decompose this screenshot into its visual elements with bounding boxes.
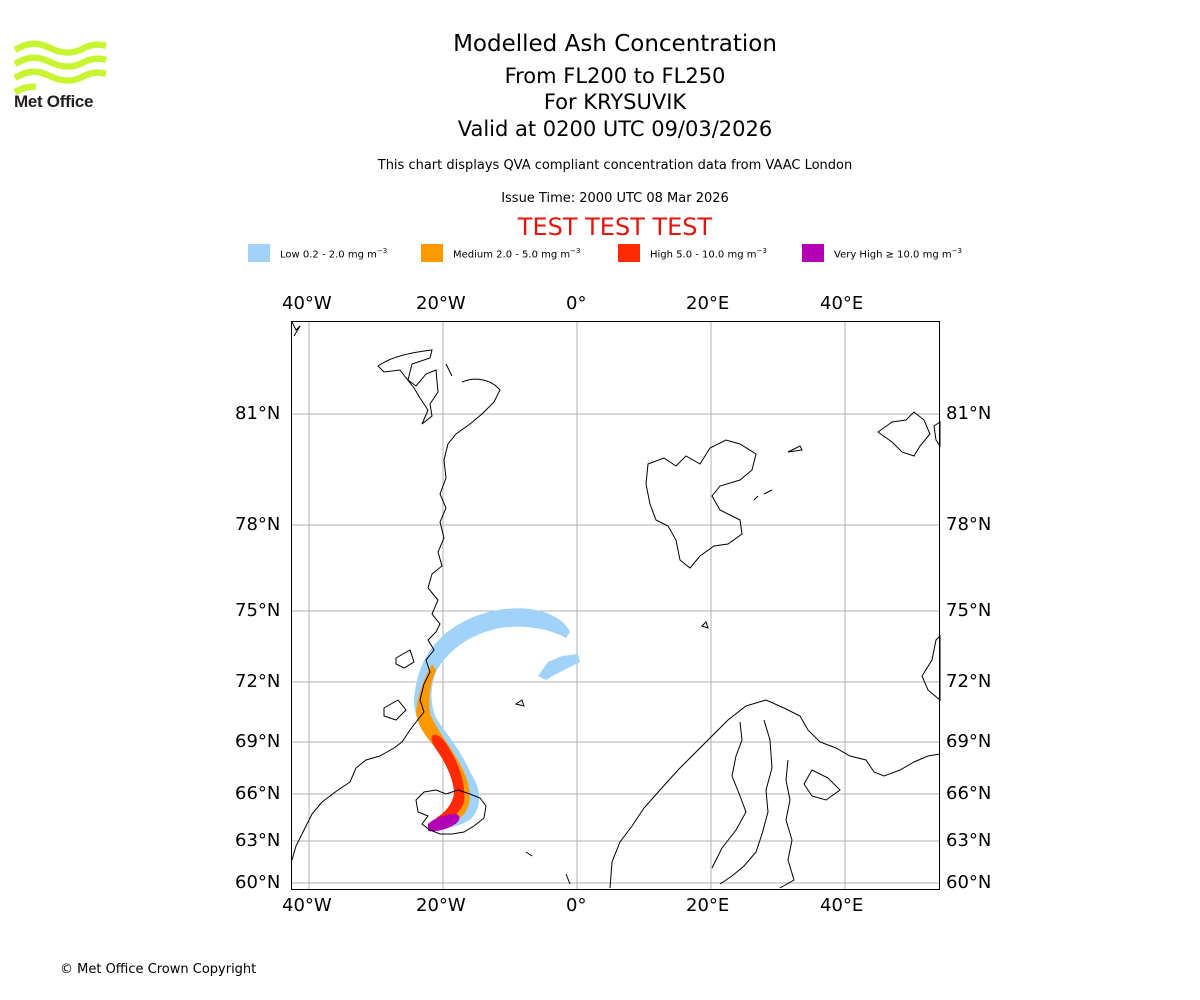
legend-swatch-low <box>248 244 270 262</box>
lat-tick-right: 60°N <box>946 872 992 893</box>
lat-tick-right: 81°N <box>946 403 992 424</box>
lon-tick-top: 40°W <box>282 293 332 314</box>
brand-name: Met Office <box>14 92 94 111</box>
legend-label-medium: Medium 2.0 - 5.0 mg m−3 <box>453 247 581 261</box>
coast-islands <box>445 363 803 885</box>
lat-tick-left: 69°N <box>235 731 281 752</box>
ash-low-region <box>414 608 570 829</box>
legend-swatch-very-high <box>802 244 824 262</box>
met-office-logo <box>14 40 108 95</box>
lat-tick-left: 63°N <box>235 830 281 851</box>
ash-low-fragment <box>538 654 580 680</box>
coast-iceland <box>415 789 487 835</box>
lat-tick-left: 75°N <box>235 600 281 621</box>
coast-greenland-fjords <box>383 649 415 721</box>
test-banner: TEST TEST TEST <box>517 213 713 241</box>
page-title: Modelled Ash Concentration <box>453 31 777 57</box>
copyright-notice: © Met Office Crown Copyright <box>60 962 257 977</box>
lat-tick-right: 78°N <box>946 514 992 535</box>
lat-tick-left: 72°N <box>235 671 281 692</box>
lat-tick-left: 78°N <box>235 514 281 535</box>
map-frame <box>291 321 940 890</box>
lon-tick-bottom: 0° <box>566 895 587 916</box>
lon-tick-bottom: 20°E <box>686 895 730 916</box>
lon-tick-top: 0° <box>566 293 587 314</box>
lat-tick-right: 72°N <box>946 671 992 692</box>
coast-franz-josef-land <box>877 411 941 457</box>
legend-swatch-high <box>618 244 640 262</box>
lat-tick-left: 66°N <box>235 783 281 804</box>
coast-east-greenland <box>291 378 501 861</box>
ash-high-region <box>431 734 465 823</box>
legend-swatch-medium <box>421 244 443 262</box>
lat-tick-right: 69°N <box>946 731 992 752</box>
coastlines <box>291 321 941 889</box>
chart-description: This chart displays QVA compliant concen… <box>377 158 853 173</box>
coast-north-greenland <box>291 321 439 425</box>
ash-very-high-region <box>428 814 460 832</box>
lat-tick-right: 66°N <box>946 783 992 804</box>
legend-label-low: Low 0.2 - 2.0 mg m−3 <box>280 247 388 261</box>
coast-scandinavia <box>609 699 941 889</box>
legend-label-very-high: Very High ≥ 10.0 mg m−3 <box>834 247 962 261</box>
lat-tick-right: 75°N <box>946 600 992 621</box>
graticule <box>292 322 939 889</box>
lat-tick-left: 81°N <box>235 403 281 424</box>
lon-tick-bottom: 40°E <box>820 895 864 916</box>
lon-tick-top: 40°E <box>820 293 864 314</box>
valid-time: Valid at 0200 UTC 09/03/2026 <box>457 117 773 141</box>
lon-tick-top: 20°W <box>416 293 466 314</box>
issue-time: Issue Time: 2000 UTC 08 Mar 2026 <box>501 191 729 206</box>
lon-tick-bottom: 40°W <box>282 895 332 916</box>
coast-novaya-zemlya <box>921 634 941 702</box>
lat-tick-left: 60°N <box>235 872 281 893</box>
flight-level-range: From FL200 to FL250 <box>504 64 726 88</box>
volcano-name: For KRYSUVIK <box>543 90 687 114</box>
legend-label-high: High 5.0 - 10.0 mg m−3 <box>650 247 767 261</box>
lon-tick-bottom: 20°W <box>416 895 466 916</box>
lon-tick-top: 20°E <box>686 293 730 314</box>
ash-plume <box>414 608 580 832</box>
coast-svalbard <box>645 439 757 569</box>
lat-tick-right: 63°N <box>946 830 992 851</box>
